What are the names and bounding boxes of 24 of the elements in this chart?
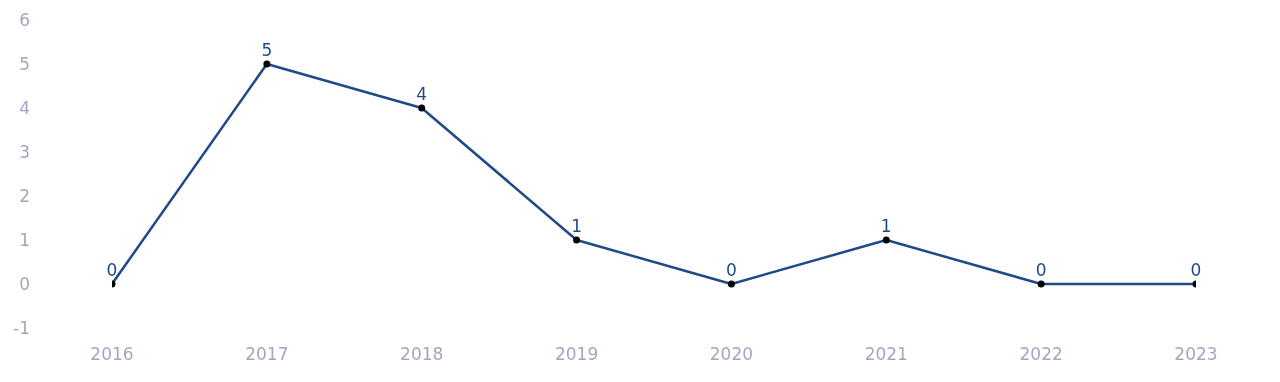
y-tick-label: -1 [13, 318, 30, 339]
y-tick-label: 4 [19, 98, 30, 119]
data-label: 0 [1035, 260, 1047, 280]
data-label: 1 [571, 216, 582, 236]
data-label: 0 [726, 260, 737, 280]
data-label: 0 [106, 260, 118, 280]
x-tick-label: 2018 [400, 344, 444, 365]
y-tick-label: 3 [19, 142, 30, 163]
x-tick-label: 2016 [90, 344, 134, 365]
y-tick-label: 5 [19, 54, 30, 75]
x-tick-label: 2017 [245, 344, 289, 365]
data-label: 0 [1190, 260, 1202, 280]
x-tick-label: 2019 [554, 344, 599, 365]
x-tick-label: 2020 [709, 344, 754, 365]
x-tick-label: 2021 [864, 344, 908, 365]
y-tick-label: 1 [19, 230, 30, 251]
y-tick-label: 0 [19, 274, 30, 295]
data-label: 1 [880, 216, 892, 236]
data-label: 4 [416, 84, 428, 104]
x-tick-label: 2022 [1019, 344, 1063, 365]
x-tick-label: 2023 [1174, 344, 1218, 365]
data-label: 5 [261, 40, 273, 60]
y-tick-label: 2 [19, 186, 30, 207]
y-tick-label: 6 [19, 10, 30, 31]
